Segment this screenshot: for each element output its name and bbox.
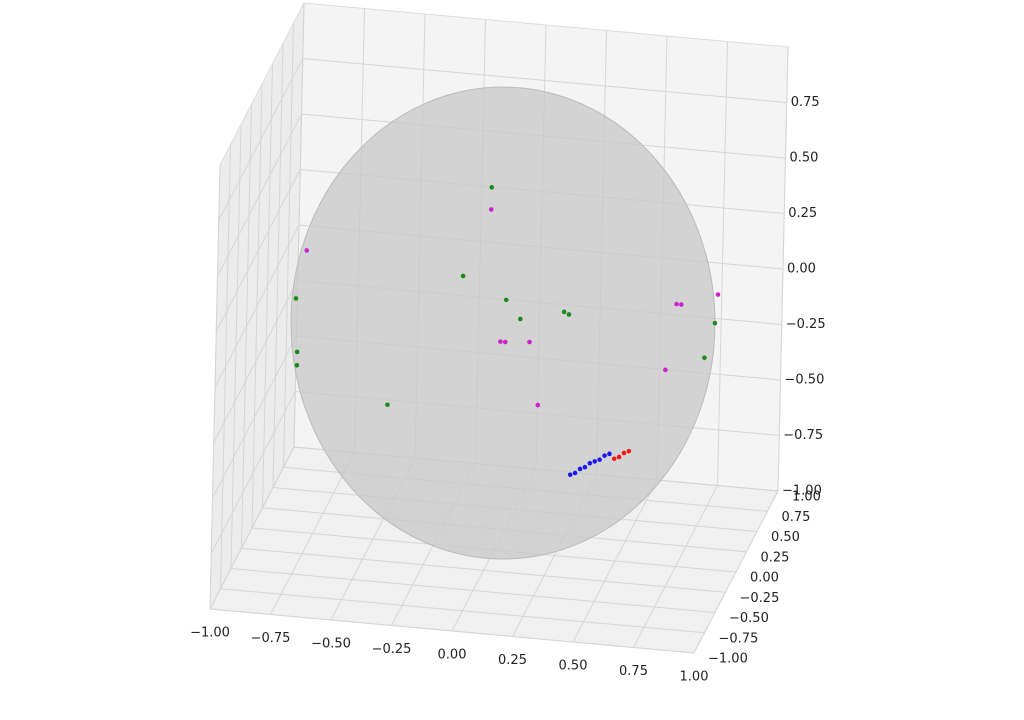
x-tick-label: −0.25	[372, 642, 412, 657]
point	[498, 339, 503, 344]
point	[502, 339, 508, 345]
point	[611, 456, 617, 462]
point	[503, 297, 509, 303]
grid-line	[220, 588, 705, 634]
grid-line	[218, 58, 304, 221]
y-tick-label: −0.75	[719, 631, 759, 646]
x-tick-label: 0.75	[619, 664, 648, 679]
point	[561, 309, 567, 315]
point	[293, 296, 299, 301]
y-tick-label: 0.00	[750, 571, 779, 586]
point	[602, 453, 607, 458]
grid-line	[210, 391, 296, 554]
point	[597, 457, 602, 462]
point	[535, 402, 541, 408]
x-tick-label: 0.25	[498, 653, 527, 668]
points	[293, 185, 721, 478]
point	[294, 362, 300, 368]
point	[674, 301, 679, 307]
z-tick-label: −0.50	[785, 373, 825, 388]
point	[527, 339, 532, 345]
point	[712, 320, 718, 326]
grid-line	[212, 335, 297, 499]
point	[489, 185, 495, 190]
grid-line	[217, 113, 302, 277]
z-tick-label: −1.00	[782, 484, 822, 499]
point	[518, 316, 523, 322]
grid-line	[241, 547, 726, 593]
point	[663, 367, 668, 373]
point	[460, 273, 466, 279]
point	[679, 302, 684, 307]
point	[294, 349, 300, 355]
x-tick-label: 1.00	[680, 670, 709, 685]
x-tick-label: −0.50	[311, 637, 351, 652]
y-tick-label: −1.00	[708, 652, 748, 667]
point	[702, 355, 707, 361]
sphere	[290, 86, 716, 560]
point	[567, 472, 573, 478]
y-tick-label: −0.50	[729, 611, 769, 626]
point	[621, 450, 627, 456]
grid-line	[213, 280, 299, 443]
point	[577, 466, 583, 472]
point	[616, 454, 622, 460]
point	[572, 470, 578, 476]
x-tick-label: −0.75	[251, 631, 291, 646]
grid-line	[209, 446, 295, 610]
point	[488, 207, 494, 212]
y-tick-label: 0.75	[782, 510, 811, 525]
y-tick-label: 1.00	[792, 490, 821, 505]
point	[582, 464, 588, 470]
point	[566, 312, 572, 317]
z-tick-label: 0.75	[791, 95, 820, 110]
y-tick-label: −0.25	[740, 591, 780, 606]
grid-line	[209, 608, 695, 654]
x-tick-label: 0.00	[438, 648, 467, 663]
point	[587, 460, 593, 466]
point	[626, 448, 632, 454]
point	[592, 459, 598, 464]
z-tick-label: −0.75	[783, 428, 823, 443]
point	[385, 402, 390, 408]
tick-labels: −1.00 −0.75 −0.50 −0.25 0.00 0.25 0.50 0.75 1.00…	[190, 95, 826, 685]
point	[304, 248, 310, 253]
z-tick-label: 0.25	[788, 206, 817, 221]
z-tick-label: 0.50	[790, 151, 819, 166]
x-tick-label: −1.00	[190, 626, 230, 641]
grid-line	[230, 568, 716, 613]
grid-line	[302, 58, 787, 103]
x-tick-label: 0.50	[559, 659, 588, 674]
grid-line	[214, 224, 300, 388]
z-tick-label: −0.25	[786, 317, 826, 332]
y-tick-label: 0.50	[771, 530, 800, 545]
y-tick-label: 0.25	[761, 550, 790, 565]
point	[607, 451, 612, 457]
grid-line	[215, 169, 301, 332]
point	[715, 292, 721, 297]
z-tick-label: 0.00	[787, 262, 816, 277]
